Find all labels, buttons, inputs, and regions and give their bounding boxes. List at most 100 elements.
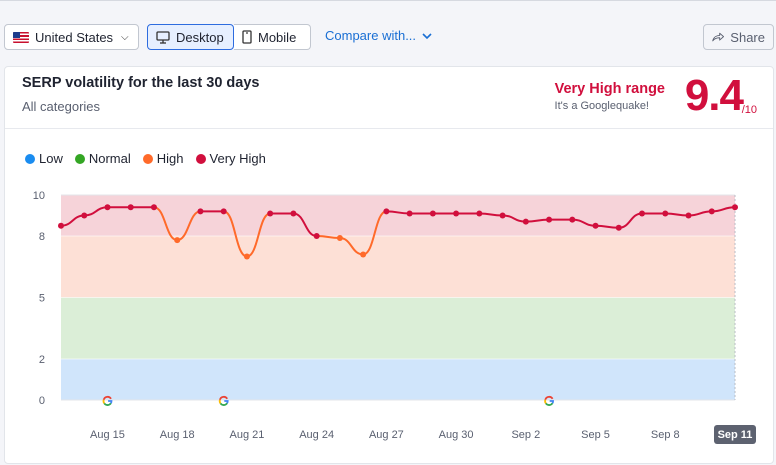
share-label: Share (730, 29, 765, 45)
country-select[interactable]: United States ⌵ (4, 24, 139, 50)
top-divider (0, 0, 776, 1)
desktop-toggle[interactable]: Desktop (147, 24, 234, 50)
data-point (685, 212, 692, 219)
x-tick-label: Aug 27 (369, 429, 404, 441)
chevron-down-icon (422, 32, 432, 39)
toolbar: United States ⌵ Desktop Mobile Compare w… (0, 24, 776, 52)
data-point (406, 210, 413, 217)
compare-label: Compare with... (325, 28, 417, 43)
data-point (453, 210, 460, 217)
range-sub: It's a Googlequake! (554, 100, 649, 112)
band-low (61, 359, 735, 400)
google-logo-arc (103, 402, 112, 406)
google-logo-arc (102, 399, 106, 404)
x-tick-label: Aug 15 (90, 429, 125, 441)
data-point (429, 210, 436, 217)
y-tick-label: 8 (39, 231, 45, 243)
x-tick-label: Aug 18 (160, 429, 195, 441)
legend-dot (25, 153, 35, 164)
mobile-toggle[interactable]: Mobile (234, 24, 311, 50)
legend-item-very-high[interactable]: Very High (195, 151, 266, 166)
chevron-down-icon: ⌵ (121, 31, 129, 43)
google-logo-arc (549, 400, 554, 404)
google-logo-arc (545, 402, 554, 406)
data-point (127, 204, 134, 211)
legend-label: High (156, 151, 184, 166)
mobile-icon (242, 30, 252, 44)
google-update-icon[interactable] (544, 395, 554, 406)
us-flag-icon (13, 31, 29, 43)
google-logo-arc (544, 395, 554, 401)
google-logo-arc (108, 400, 113, 404)
x-tick-label: Sep 5 (581, 429, 610, 441)
card-title: SERP volatility for the last 30 days (22, 75, 260, 91)
data-point (336, 235, 343, 242)
data-point (313, 233, 320, 239)
data-point (476, 210, 483, 217)
country-label: United States (35, 29, 114, 45)
data-point (592, 222, 599, 229)
desktop-icon (156, 30, 170, 44)
volatility-score: 9.4 (684, 71, 744, 120)
data-point (220, 208, 227, 215)
data-point (383, 208, 390, 215)
line-segment (246, 212, 271, 258)
data-point (708, 208, 715, 215)
share-button[interactable]: Share (703, 24, 774, 50)
x-tick-label: Sep 8 (651, 429, 680, 441)
google-update-icon[interactable] (102, 395, 113, 406)
mobile-label: Mobile (258, 29, 297, 45)
legend-item-high[interactable]: High (142, 151, 184, 166)
legend-label: Very High (209, 151, 266, 166)
data-point (104, 204, 111, 211)
google-logo-arc (224, 400, 229, 404)
compare-with-dropdown[interactable]: Compare with... (325, 28, 432, 43)
data-point (197, 208, 204, 215)
volatility-chart: 0 2 5 8 10 Aug 15 Aug 18 Aug 21 Aug 24 Aug 27 Aug … (33, 190, 756, 444)
google-update-icon[interactable] (218, 395, 229, 406)
google-logo-arc (219, 395, 228, 401)
data-point (615, 224, 622, 231)
x-tick-label: Aug 30 (439, 429, 474, 441)
y-tick-label: 5 (39, 293, 45, 305)
legend-dot (74, 153, 85, 164)
y-tick-label: 2 (39, 354, 45, 366)
data-point (360, 251, 367, 258)
legend-item-normal[interactable]: Normal (74, 151, 131, 166)
share-arrow-icon (712, 32, 724, 42)
highlighted-date-badge (714, 425, 756, 444)
y-tick-label: 10 (33, 190, 45, 202)
legend-item-low[interactable]: Low (25, 151, 63, 166)
band-high (61, 236, 735, 298)
legend-dot (195, 153, 206, 164)
x-tick-label: Sep 11 (718, 429, 753, 441)
data-point (267, 210, 274, 217)
legend-label: Low (39, 151, 63, 166)
volatility-card: SERP volatility for the last 30 days All… (4, 66, 774, 464)
data-point (290, 210, 297, 217)
data-point (150, 204, 157, 211)
band-normal (61, 297, 735, 359)
band-very-high (61, 195, 735, 236)
google-logo-arc (219, 402, 228, 406)
data-point (499, 212, 506, 219)
x-tick-label: Sep 2 (511, 429, 540, 441)
google-logo-arc (218, 399, 222, 404)
line-segment (362, 210, 387, 256)
legend-label: Normal (88, 151, 131, 166)
card-subtitle: All categories (22, 99, 101, 114)
google-logo-arc (102, 395, 112, 401)
data-point (662, 210, 669, 217)
data-point (522, 218, 529, 225)
y-tick-label: 0 (39, 395, 45, 407)
desktop-label: Desktop (176, 29, 224, 45)
data-point (732, 204, 738, 211)
data-point (174, 237, 181, 244)
data-point (569, 216, 576, 223)
range-label: Very High range (554, 81, 665, 97)
data-point (639, 210, 646, 217)
data-point (546, 216, 553, 223)
x-tick-label: Aug 21 (229, 429, 264, 441)
google-logo-arc (544, 399, 547, 404)
score-denominator: /10 (741, 104, 757, 116)
